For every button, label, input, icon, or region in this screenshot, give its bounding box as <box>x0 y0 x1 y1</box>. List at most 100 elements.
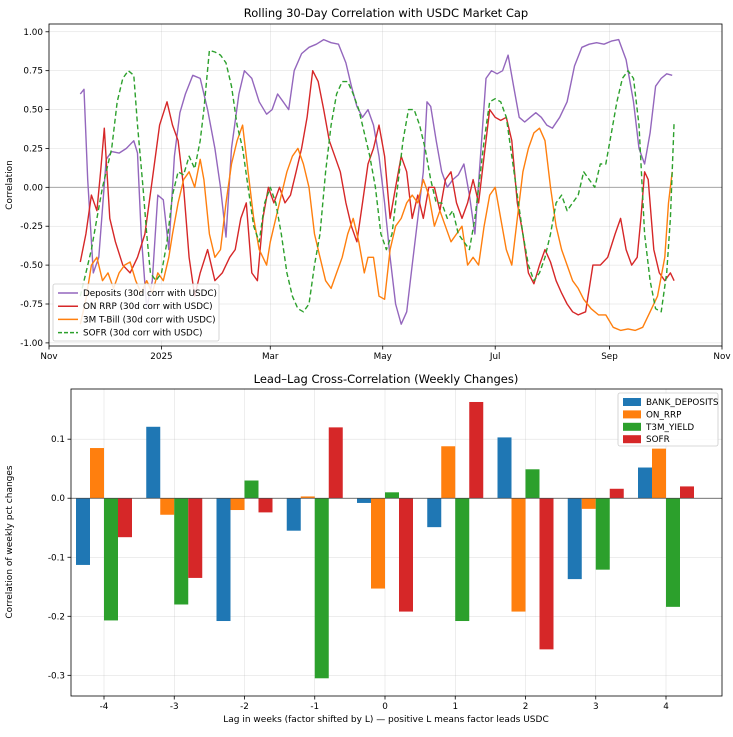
chart2-x-tick-label: 4 <box>663 702 669 712</box>
chart2-y-tick-label: -0.1 <box>48 553 65 563</box>
chart2-bar-t3m-yield <box>666 498 680 607</box>
chart2-bar-sofr <box>258 498 273 513</box>
chart1-x-ticks: Nov 2025 Mar May Jul Sep Nov <box>40 346 731 362</box>
chart2-legend-label: BANK_DEPOSITS <box>646 398 719 408</box>
chart1-x-tick-label: Mar <box>262 352 279 362</box>
chart1-legend-label: ON RRP (30d corr with USDC) <box>83 302 213 312</box>
chart1-y-tick-label: 1.00 <box>23 28 43 38</box>
chart1-x-tick-label: Jul <box>489 352 501 362</box>
chart2-bar-sofr <box>469 401 484 499</box>
chart2-x-tick-label: -2 <box>240 702 249 712</box>
chart2-frame <box>70 388 723 697</box>
chart1-x-tick-label: 2025 <box>150 352 172 362</box>
chart2-legend-label: SOFR <box>646 435 670 445</box>
chart2-bar-on-rrp <box>581 498 596 509</box>
chart2-bar-sofr <box>680 486 694 499</box>
chart2-bar-sofr <box>399 498 413 612</box>
chart2-bar-on-rrp <box>371 498 385 589</box>
chart1-legend-label: 3M T-Bill (30d corr with USDC) <box>83 315 216 325</box>
chart1-y-label: Correlation <box>5 160 15 210</box>
chart2-bar-sofr <box>609 488 624 499</box>
chart2-legend-swatch <box>623 410 641 419</box>
chart2-legend-swatch <box>623 398 641 406</box>
chart1-x-tick-label: May <box>374 352 392 362</box>
chart2-bar-bank-deposits <box>638 467 652 499</box>
chart2-bar-sofr <box>188 498 203 578</box>
chart2-legend: BANK_DEPOSITS ON_RRP T3M_YIELD SOFR <box>617 392 719 447</box>
chart2-x-tick-label: -3 <box>170 702 179 712</box>
chart1-y-tick-label: 0.75 <box>23 67 43 77</box>
chart2-bar-t3m-yield <box>595 498 610 570</box>
chart2-bar-bank-deposits <box>567 498 582 580</box>
chart1-series-line-4 <box>79 49 675 313</box>
chart2-bar-on-rrp <box>300 496 315 499</box>
chart2-bar-t3m-yield <box>244 480 259 499</box>
chart1-y-tick-label: -0.75 <box>20 300 43 310</box>
chart1-series-line-1 <box>79 38 673 325</box>
chart1-y-tick-label: 0.00 <box>23 183 43 193</box>
chart2-bar-on-rrp <box>652 448 666 499</box>
chart2-bar-on-rrp <box>230 498 245 511</box>
chart1-y-tick-label: -0.25 <box>20 222 43 232</box>
chart2-bar-bank-deposits <box>357 498 371 503</box>
chart2-x-label: Lag in weeks (factor shifted by L) — pos… <box>223 715 548 725</box>
chart2-bar-bank-deposits <box>497 437 512 499</box>
chart2-bar-t3m-yield <box>525 469 540 499</box>
chart2-x-tick-label: -4 <box>100 702 109 712</box>
chart2-legend-label: T3M_YIELD <box>645 423 694 433</box>
chart2-bar-bank-deposits <box>286 498 301 531</box>
chart2-bar-sofr <box>328 427 343 499</box>
chart2-y-tick-label: -0.3 <box>48 671 65 681</box>
chart2-bar-t3m-yield <box>104 498 118 621</box>
chart2-bar-bank-deposits <box>427 498 442 528</box>
chart2-bar-t3m-yield <box>455 498 470 622</box>
chart2-bar-on-rrp <box>90 448 104 499</box>
chart1-y-ticks: -1.00 -0.75 -0.50 -0.25 0.00 0.25 0.50 0.75 1.00 <box>20 28 49 349</box>
chart2-bar-on-rrp <box>441 446 456 499</box>
chart2-bar-sofr <box>539 498 554 650</box>
chart2-y-tick-label: -0.2 <box>48 612 65 622</box>
lead-lag-chart: Lead–Lag Cross-Correlation (Weekly Chang… <box>5 372 723 725</box>
chart2-y-tick-label: 0.1 <box>51 435 65 445</box>
chart2-title: Lead–Lag Cross-Correlation (Weekly Chang… <box>254 372 519 386</box>
chart2-bar-t3m-yield <box>174 498 189 605</box>
chart2-legend-swatch <box>623 422 641 431</box>
chart1-legend-label: SOFR (30d corr with USDC) <box>83 329 202 339</box>
chart1-legend: Deposits (30d corr with USDC) ON RRP (30d… <box>52 283 220 342</box>
chart1-x-tick-label: Nov <box>40 352 57 362</box>
chart2-legend-label: ON_RRP <box>646 410 681 420</box>
chart1-y-tick-label: -1.00 <box>20 339 43 349</box>
chart1-frame <box>48 23 723 347</box>
chart1-series-line-3 <box>79 124 673 332</box>
chart2-x-ticks: -4 -3 -2 -1 0 1 2 3 4 <box>100 696 669 712</box>
chart2-x-tick-label: 1 <box>452 702 458 712</box>
chart2-x-tick-label: -1 <box>310 702 319 712</box>
chart1-x-tick-label: Sep <box>601 352 618 362</box>
chart1-title: Rolling 30-Day Correlation with USDC Mar… <box>244 6 528 20</box>
chart2-x-tick-label: 0 <box>382 702 388 712</box>
chart2-x-tick-label: 2 <box>523 702 529 712</box>
chart2-x-tick-label: 3 <box>593 702 599 712</box>
chart1-x-tick-label: Nov <box>713 352 730 362</box>
chart2-y-ticks: -0.3 -0.2 -0.1 0.0 0.1 <box>48 435 71 681</box>
chart1-y-tick-label: 0.25 <box>23 144 43 154</box>
chart2-bar-t3m-yield <box>385 492 399 499</box>
rolling-correlation-chart: Rolling 30-Day Correlation with USDC Mar… <box>5 6 731 362</box>
chart1-series <box>79 38 675 332</box>
chart2-legend-box <box>617 392 719 447</box>
chart2-y-tick-label: 0.0 <box>51 494 65 504</box>
chart1-series-line-2 <box>79 70 675 316</box>
chart2-y-label: Correlation of weekly pct changes <box>5 465 15 619</box>
chart2-bar-sofr <box>118 498 132 538</box>
chart1-y-tick-label: -0.50 <box>20 261 43 271</box>
chart2-bars <box>76 401 694 679</box>
chart2-legend-swatch <box>623 435 641 444</box>
chart2-bar-bank-deposits <box>216 498 231 622</box>
chart2-bar-bank-deposits <box>76 498 90 565</box>
chart2-bar-on-rrp <box>160 498 175 515</box>
chart1-y-tick-label: 0.50 <box>23 106 43 116</box>
chart2-bar-t3m-yield <box>314 498 329 679</box>
chart1-legend-box <box>52 283 220 342</box>
chart2-bar-on-rrp <box>511 498 526 612</box>
